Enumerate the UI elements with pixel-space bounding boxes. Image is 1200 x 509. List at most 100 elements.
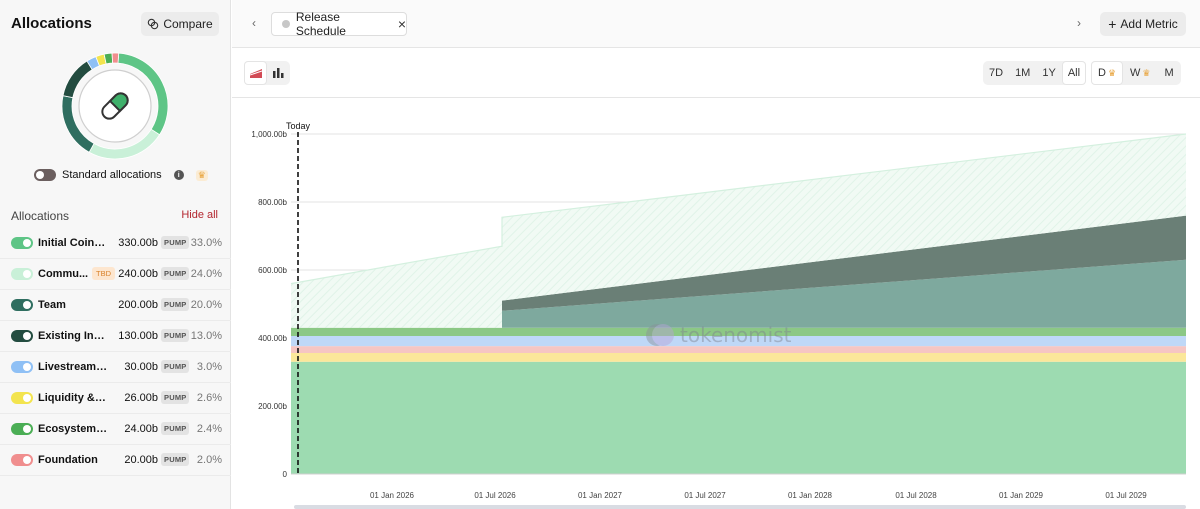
allocation-row[interactable]: Ecosystem F... 24.00b PUMP 2.4% xyxy=(0,414,231,445)
y-tick-label: 400.00b xyxy=(258,334,287,343)
resolution-button-d[interactable]: D ♛ xyxy=(1091,61,1124,85)
range-button-7d[interactable]: 7D xyxy=(989,67,1004,79)
scroll-right-icon[interactable]: › xyxy=(1077,16,1081,30)
y-tick-label: 1,000.00b xyxy=(251,130,287,139)
allocation-name: Livestreaming xyxy=(38,361,108,373)
series-area xyxy=(291,134,1186,328)
resolution-label: D xyxy=(1098,67,1106,79)
allocations-panel: Allocations Compare Standard allocations… xyxy=(0,0,231,509)
panel-title: Allocations xyxy=(11,15,92,32)
token-badge: PUMP xyxy=(161,360,190,373)
tab-status-dot xyxy=(282,20,290,28)
chart-type-toggle xyxy=(244,61,290,85)
allocation-name: Existing Inve... xyxy=(38,330,108,342)
allocations-list: Initial Coin O... 330.00b PUMP 33.0% Commu..… xyxy=(0,228,231,476)
x-tick-label: 01 Jul 2029 xyxy=(1105,491,1147,500)
chart-scrollbar[interactable] xyxy=(294,505,1186,509)
allocation-name: Ecosystem F... xyxy=(38,423,108,435)
resolution-label: W xyxy=(1130,67,1141,79)
series-area xyxy=(291,361,1186,474)
compare-label: Compare xyxy=(163,17,213,31)
standard-allocations-row: Standard allocations i ♛ xyxy=(34,167,208,183)
series-area xyxy=(291,346,1186,353)
allocation-row[interactable]: Foundation 20.00b PUMP 2.0% xyxy=(0,445,231,476)
allocations-list-header: Allocations xyxy=(11,209,70,223)
range-button-1y[interactable]: 1Y xyxy=(1042,67,1056,79)
y-tick-label: 200.00b xyxy=(258,402,287,411)
tab-label: Release Schedule xyxy=(295,10,346,38)
range-button-all[interactable]: All xyxy=(1061,61,1087,85)
allocation-amount: 330.00b xyxy=(118,237,158,249)
allocation-percent: 2.6% xyxy=(196,392,222,404)
allocation-row[interactable]: Initial Coin O... 330.00b PUMP 33.0% xyxy=(0,228,231,259)
allocation-toggle[interactable] xyxy=(11,299,33,311)
resolution-label: M xyxy=(1164,67,1174,79)
allocation-row[interactable]: Commu... TBD 240.00b PUMP 24.0% xyxy=(0,259,231,290)
resolution-button-m[interactable]: M xyxy=(1158,61,1181,85)
area-chart-icon xyxy=(249,69,262,78)
allocation-percent: 20.0% xyxy=(190,299,222,311)
allocation-percent: 3.0% xyxy=(196,361,222,373)
series-area xyxy=(502,215,1186,311)
allocation-row[interactable]: Liquidity & E... 26.00b PUMP 2.6% xyxy=(0,383,231,414)
resolution-button-w[interactable]: W ♛ xyxy=(1123,61,1157,85)
series-line xyxy=(290,133,1187,285)
allocation-toggle[interactable] xyxy=(11,237,33,249)
standard-allocations-label: Standard allocations xyxy=(62,169,162,181)
allocation-percent: 13.0% xyxy=(190,330,222,342)
y-tick-label: 0 xyxy=(283,470,288,479)
crown-icon: ♛ xyxy=(1142,67,1151,78)
allocation-percent: 33.0% xyxy=(190,237,222,249)
bar-chart-button[interactable] xyxy=(267,61,290,85)
allocation-amount: 20.00b xyxy=(124,454,158,466)
metric-tabs-bar: ‹ Release Schedule × › + Add Metric xyxy=(232,0,1200,48)
info-icon[interactable]: i xyxy=(173,170,184,180)
token-badge: PUMP xyxy=(161,298,190,311)
allocation-row[interactable]: Team 200.00b PUMP 20.0% xyxy=(0,290,231,321)
add-metric-label: Add Metric xyxy=(1120,17,1178,31)
donut-segments xyxy=(61,52,169,160)
x-tick-label: 01 Jan 2029 xyxy=(999,491,1044,500)
allocation-toggle[interactable] xyxy=(11,330,33,342)
x-tick-label: 01 Jul 2028 xyxy=(895,491,937,500)
bar-chart-icon xyxy=(273,68,284,78)
compare-button[interactable]: Compare xyxy=(141,12,219,36)
series-area xyxy=(291,352,1186,362)
x-tick-label: 01 Jan 2027 xyxy=(578,491,623,500)
allocation-toggle[interactable] xyxy=(11,392,33,404)
allocation-donut-chart xyxy=(61,52,169,160)
allocation-amount: 30.00b xyxy=(124,361,158,373)
x-tick-label: 01 Jul 2027 xyxy=(684,491,726,500)
standard-allocations-toggle[interactable] xyxy=(34,169,56,181)
x-tick-label: 01 Jan 2028 xyxy=(788,491,833,500)
crown-icon: ♛ xyxy=(195,169,208,181)
y-tick-label: 800.00b xyxy=(258,198,287,207)
add-metric-button[interactable]: + Add Metric xyxy=(1100,12,1186,36)
donut-segment[interactable] xyxy=(111,52,120,64)
area-chart-button[interactable] xyxy=(244,61,267,85)
today-label: Today xyxy=(286,121,311,131)
time-range-selector: 7D 1M 1Y All xyxy=(983,61,1087,85)
hide-all-button[interactable]: Hide all xyxy=(181,209,218,221)
watermark: tokenomist xyxy=(646,323,792,347)
release-schedule-panel: ‹ Release Schedule × › + Add Metric xyxy=(232,0,1200,509)
allocation-toggle[interactable] xyxy=(11,454,33,466)
tbd-badge: TBD xyxy=(92,267,115,280)
series-area xyxy=(291,335,1186,347)
scroll-left-icon[interactable]: ‹ xyxy=(252,16,256,30)
allocation-toggle[interactable] xyxy=(11,268,33,280)
close-icon[interactable]: × xyxy=(397,16,406,32)
token-badge: PUMP xyxy=(161,329,190,342)
allocation-row[interactable]: Livestreaming 30.00b PUMP 3.0% xyxy=(0,352,231,383)
allocation-amount: 200.00b xyxy=(118,299,158,311)
allocation-amount: 26.00b xyxy=(124,392,158,404)
y-tick-label: 600.00b xyxy=(258,266,287,275)
range-button-1m[interactable]: 1M xyxy=(1015,67,1031,79)
x-tick-label: 01 Jul 2026 xyxy=(474,491,516,500)
tab-release-schedule[interactable]: Release Schedule × xyxy=(271,10,407,38)
allocation-toggle[interactable] xyxy=(11,423,33,435)
token-badge: PUMP xyxy=(161,453,190,466)
x-tick-label: 01 Jan 2026 xyxy=(370,491,415,500)
allocation-row[interactable]: Existing Inve... 130.00b PUMP 13.0% xyxy=(0,321,231,352)
allocation-toggle[interactable] xyxy=(11,361,33,373)
